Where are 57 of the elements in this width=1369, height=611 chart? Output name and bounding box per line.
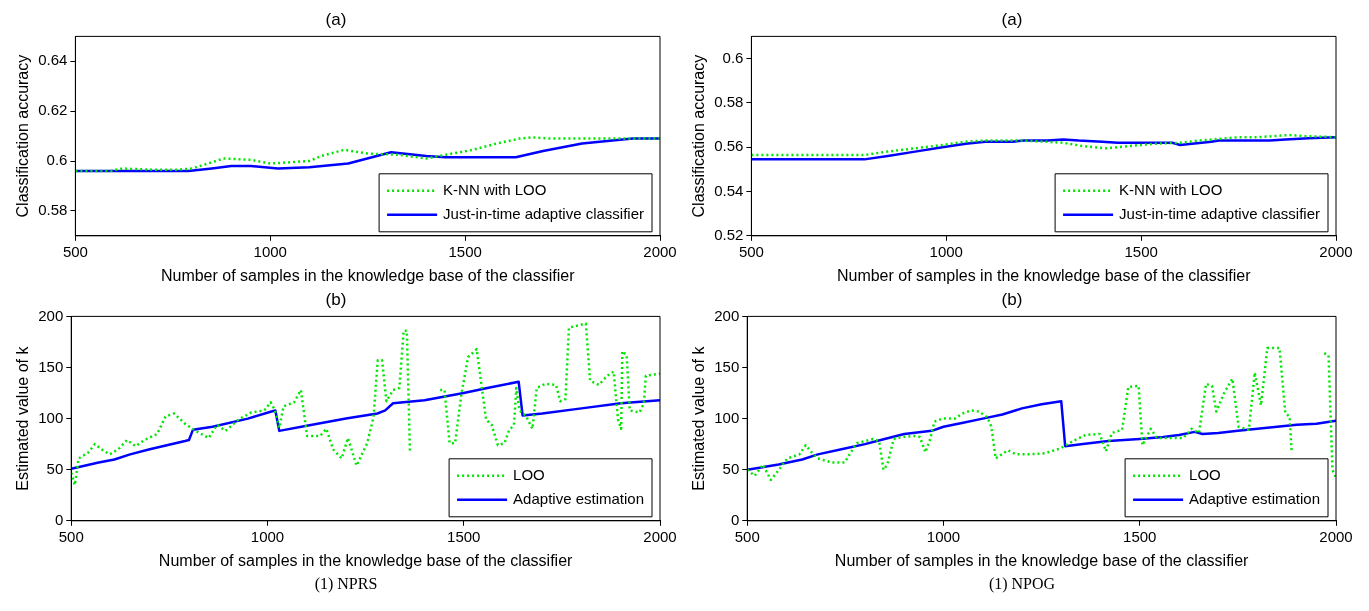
- legend-label: LOO: [513, 465, 545, 483]
- legend-label: Adaptive estimation: [1189, 489, 1320, 507]
- legend-label: Just-in-time adaptive classifier: [1119, 204, 1320, 222]
- x-tick-label: 1500: [448, 242, 482, 260]
- x-tick-label: 500: [58, 527, 84, 545]
- x-tick-label: 2000: [643, 242, 677, 260]
- y-tick-label: 0: [54, 510, 64, 528]
- x-axis-title: Number of samples in the knowledge base of the classifier: [834, 551, 1250, 569]
- chart-title: (a): [325, 9, 347, 29]
- y-tick-label: 100: [38, 408, 64, 426]
- y-tick-label: 200: [38, 306, 64, 324]
- y-tick-label: 0.54: [714, 181, 744, 199]
- x-tick-label: 1500: [1124, 242, 1158, 260]
- y-tick-label: 200: [714, 306, 740, 324]
- y-tick-label: 0: [730, 510, 740, 528]
- legend-label: Just-in-time adaptive classifier: [443, 204, 644, 222]
- y-axis-title: Estimated value of k: [690, 345, 708, 491]
- x-tick-label: 2000: [643, 527, 677, 545]
- text: (1) NPOG: [987, 574, 1057, 595]
- text: (1) NPRS: [313, 574, 379, 595]
- y-axis-title: Classification accuracy: [14, 54, 32, 218]
- y-tick-label: 150: [38, 357, 64, 375]
- y-tick-label: 0.6: [46, 151, 68, 169]
- x-axis-title: Number of samples in the knowledge base of the classifier: [158, 551, 574, 569]
- x-tick-label: 1500: [1123, 527, 1157, 545]
- chart-title: (b): [1001, 289, 1023, 309]
- y-tick-label: 0.58: [714, 93, 744, 111]
- y-tick-label: 100: [714, 408, 740, 426]
- y-tick-label: 150: [714, 357, 740, 375]
- x-tick-label: 500: [738, 242, 764, 260]
- y-tick-label: 0.6: [722, 48, 744, 66]
- y-tick-label: 0.58: [38, 201, 68, 219]
- chart-title: (a): [1001, 9, 1023, 29]
- x-tick-label: 1000: [253, 242, 287, 260]
- x-tick-label: 500: [734, 527, 760, 545]
- chart-title: (b): [325, 289, 347, 309]
- x-tick-label: 1000: [926, 527, 961, 545]
- legend-label: K-NN with LOO: [1119, 180, 1223, 198]
- y-tick-label: 50: [46, 459, 64, 477]
- y-tick-label: 0.52: [714, 225, 744, 243]
- x-tick-label: 2000: [1319, 242, 1353, 260]
- x-tick-label: 500: [62, 242, 88, 260]
- x-tick-label: 1000: [929, 242, 963, 260]
- x-axis-title: Number of samples in the knowledge base of the classifier: [836, 266, 1252, 284]
- x-axis-title: Number of samples in the knowledge base of the classifier: [160, 266, 576, 284]
- x-tick-label: 1500: [447, 527, 481, 545]
- y-tick-label: 0.62: [38, 101, 68, 119]
- legend-label: Adaptive estimation: [513, 489, 644, 507]
- y-axis-title: Estimated value of k: [14, 345, 32, 491]
- x-tick-label: 1000: [250, 527, 285, 545]
- legend-label: K-NN with LOO: [443, 180, 547, 198]
- y-axis-title: Classification accuracy: [690, 54, 708, 218]
- legend-label: LOO: [1189, 465, 1221, 483]
- y-tick-label: 0.56: [714, 137, 744, 155]
- x-tick-label: 2000: [1319, 527, 1353, 545]
- y-tick-label: 0.64: [38, 51, 68, 69]
- y-tick-label: 50: [722, 459, 740, 477]
